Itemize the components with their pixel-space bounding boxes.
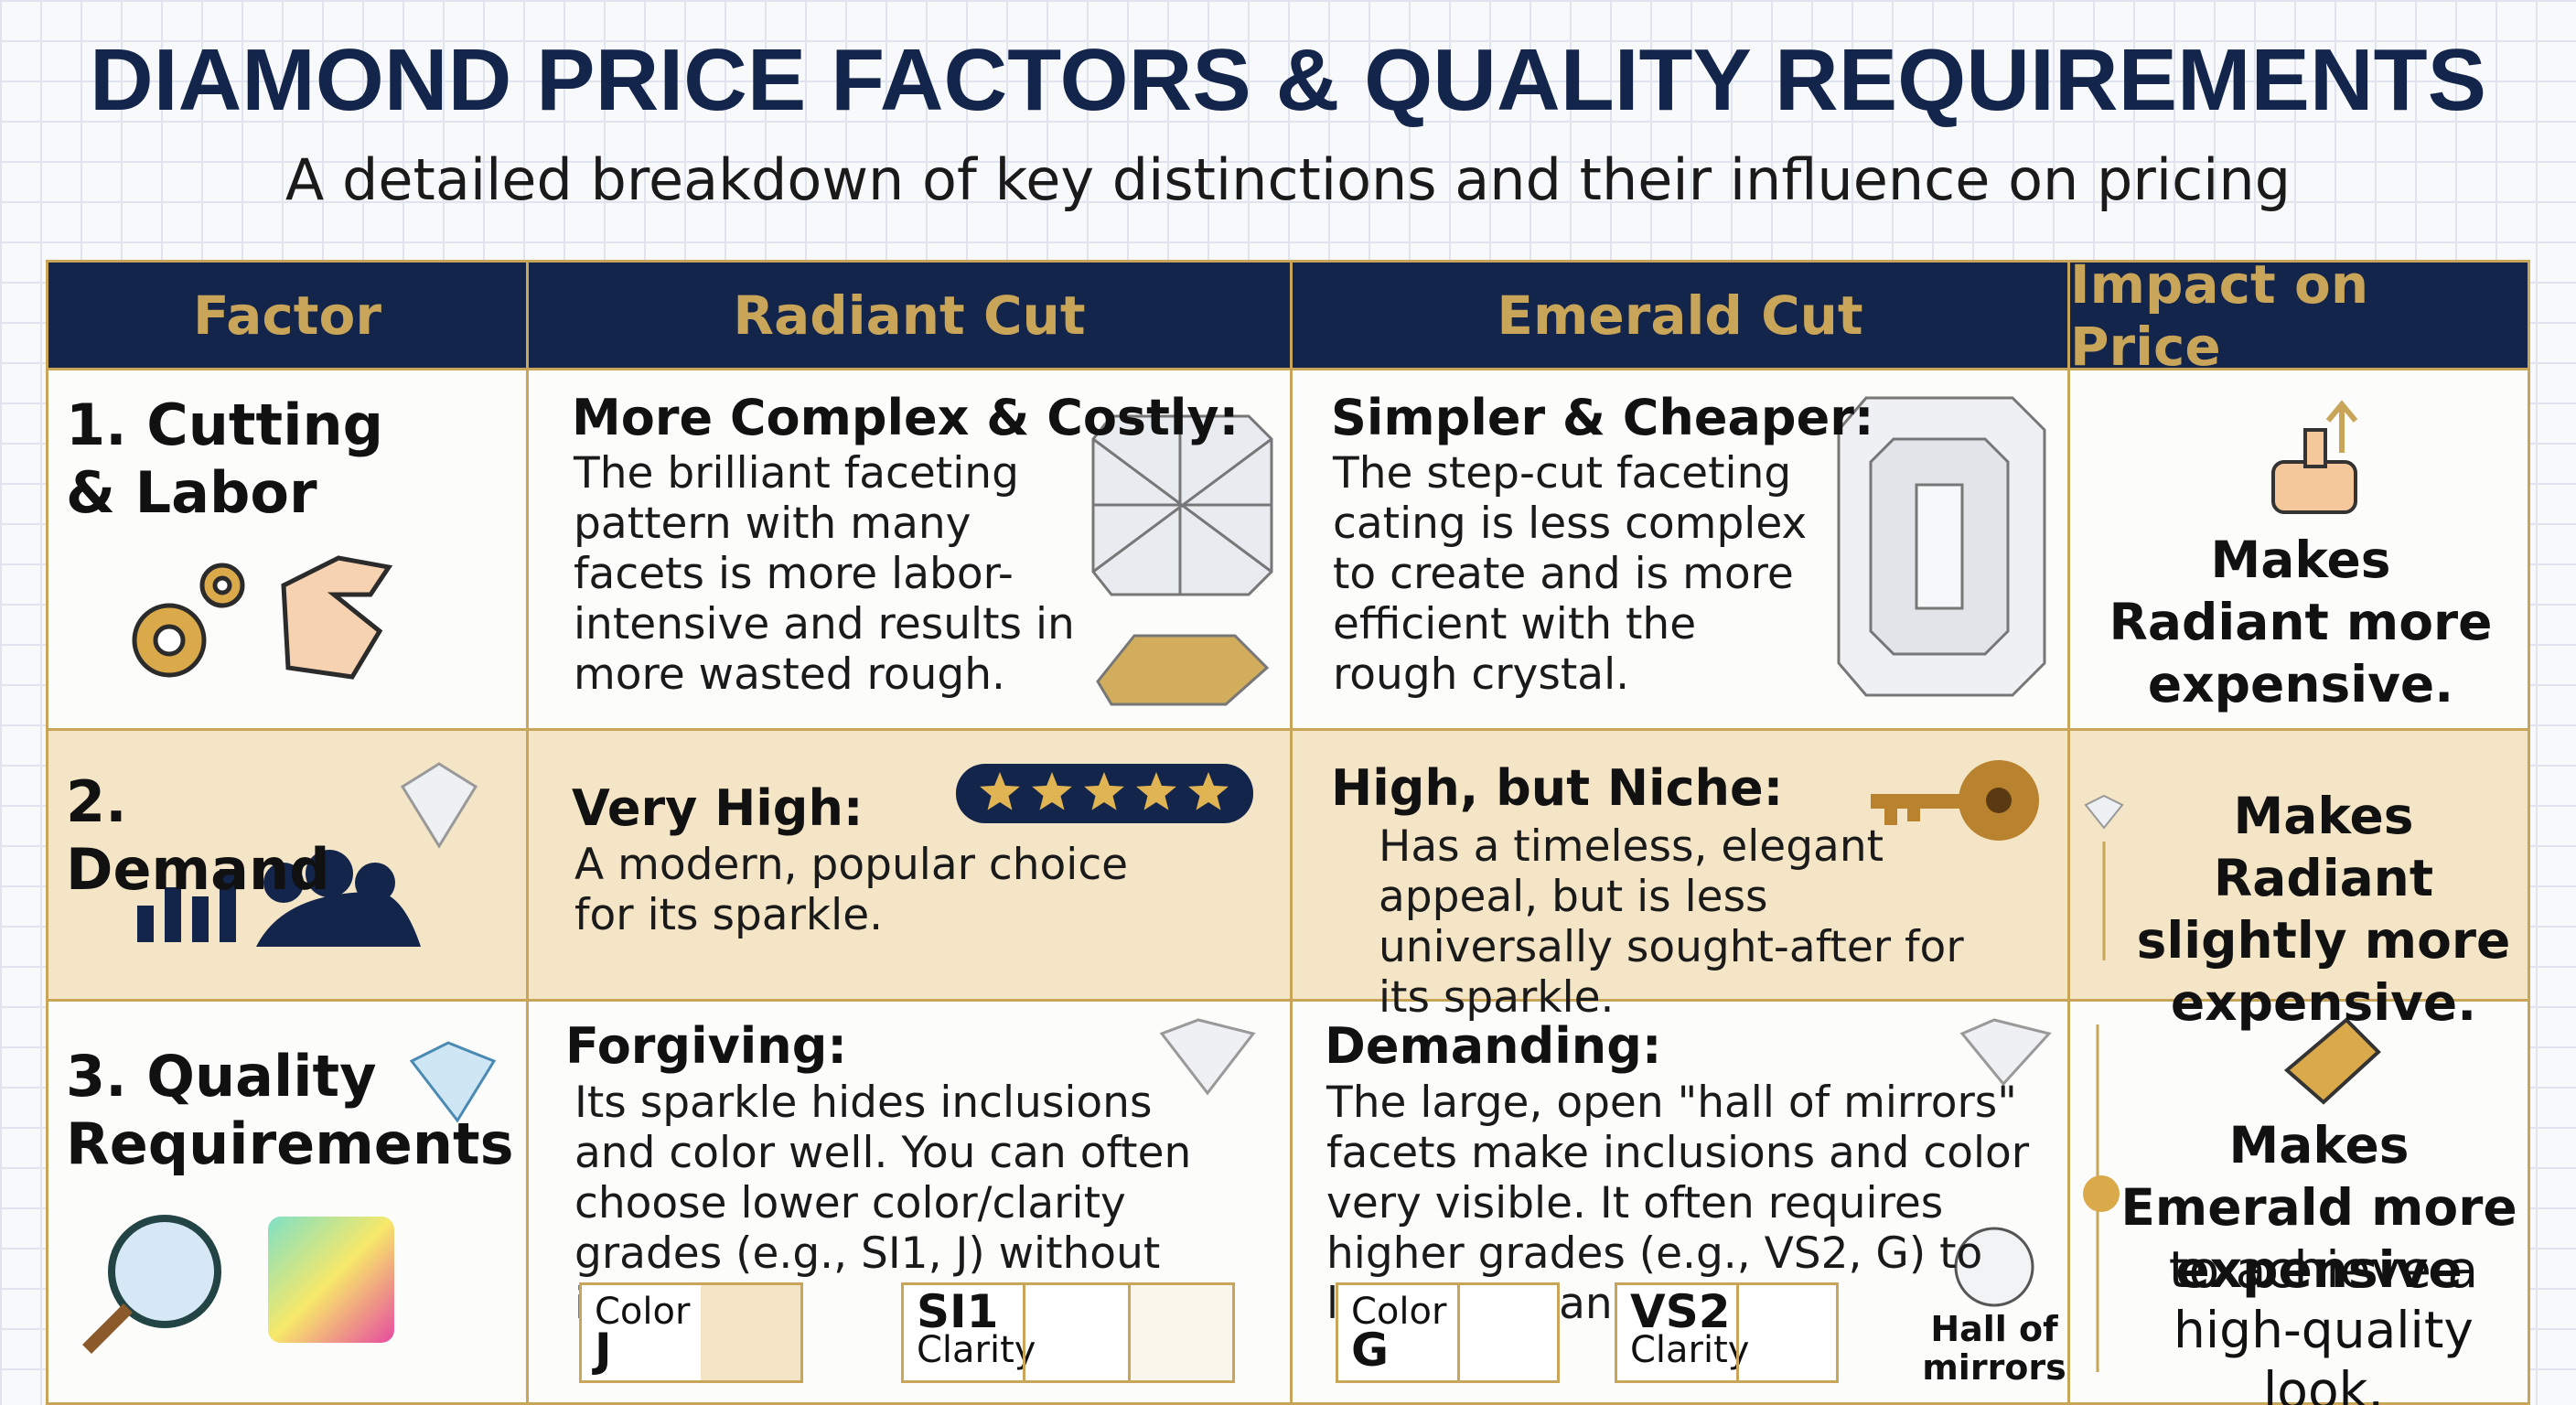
emerald-heading: Simpler & Cheaper: bbox=[1331, 389, 1874, 446]
clarity-badge: VS2 Clarity bbox=[1615, 1282, 1839, 1383]
badge-grade: J bbox=[595, 1324, 612, 1377]
badge-grade: SI1 bbox=[917, 1285, 999, 1338]
badge-label: Color bbox=[1351, 1291, 1447, 1333]
subtitle: A detailed breakdown of key distinctions… bbox=[284, 146, 2292, 213]
factor-label: 2. Demand bbox=[66, 768, 330, 903]
radiant-text: A modern, popular choice for its sparkle… bbox=[574, 840, 1129, 940]
radiant-heading: More Complex & Costly: bbox=[572, 389, 1240, 446]
star bbox=[1084, 772, 1124, 810]
factor-label: 3. Quality Requirements bbox=[66, 1043, 514, 1177]
impact-text: Makes Emerald more expensive bbox=[2120, 1116, 2517, 1299]
radiant-heading: Very High: bbox=[572, 779, 864, 837]
impact-text: Makes Radiant more expensive. bbox=[2109, 531, 2493, 713]
radiant-text: Its sparkle hides inclusions and color w… bbox=[574, 1078, 1192, 1329]
badge-label: Clarity bbox=[1630, 1329, 1750, 1371]
impact-note: to achieve a high-quality look. bbox=[2168, 1240, 2479, 1405]
star bbox=[1188, 772, 1229, 810]
column-header: Radiant Cut bbox=[526, 260, 1293, 370]
color-badge: Color J bbox=[579, 1282, 803, 1383]
badge-grade: G bbox=[1351, 1324, 1390, 1377]
cell bbox=[2067, 368, 2530, 731]
star bbox=[1032, 772, 1072, 810]
title-bar: DIAMOND PRICE FACTORS & QUALITY REQUIREM… bbox=[90, 31, 2486, 129]
emerald-heading: Demanding: bbox=[1325, 1017, 1662, 1075]
impact-text: Makes Radiant slightly more expensive. bbox=[2136, 787, 2511, 1032]
factor-label: 1. Cutting & Labor bbox=[66, 391, 383, 526]
radiant-text: The brilliant faceting pattern with many… bbox=[574, 448, 1075, 700]
color-badge: Color G bbox=[1336, 1282, 1560, 1383]
badge-label: Color bbox=[595, 1291, 691, 1333]
clarity-badge: SI1 Clarity bbox=[901, 1282, 1235, 1383]
emerald-text: The step-cut faceting cating is less com… bbox=[1333, 448, 1808, 700]
badge-grade: VS2 bbox=[1630, 1285, 1731, 1338]
star bbox=[980, 772, 1020, 810]
star bbox=[1136, 772, 1176, 810]
emerald-text: The large, open "hall of mirrors" facets… bbox=[1326, 1078, 2030, 1329]
radiant-heading: Forgiving: bbox=[565, 1017, 847, 1075]
cell bbox=[46, 368, 529, 731]
emerald-text: Has a timeless, elegant appeal, but is l… bbox=[1379, 821, 1964, 1023]
caption: Hall of mirrors bbox=[1922, 1309, 2066, 1388]
emerald-heading: High, but Niche: bbox=[1331, 759, 1784, 817]
column-header: Impact on Price bbox=[2067, 253, 2530, 378]
title: DIAMOND PRICE FACTORS & QUALITY REQUIREM… bbox=[90, 31, 2486, 129]
badge-label: Clarity bbox=[917, 1329, 1036, 1371]
